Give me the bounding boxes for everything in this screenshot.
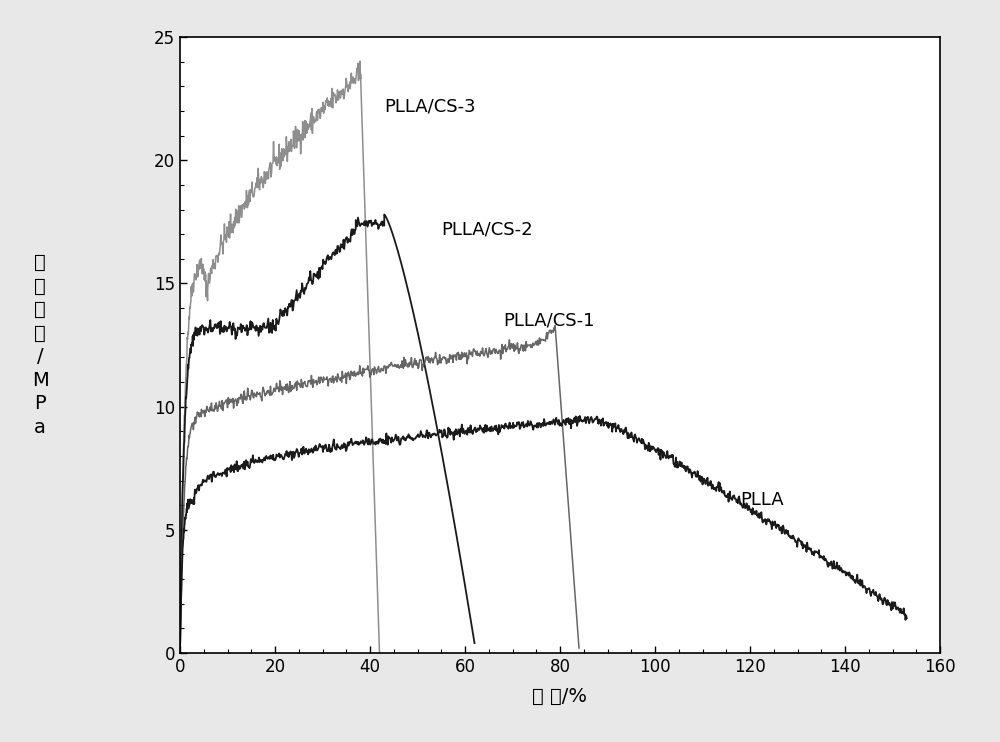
Text: PLLA: PLLA	[740, 491, 784, 509]
Text: 拉
伸
应
力
/
M
P
a: 拉 伸 应 力 / M P a	[32, 253, 48, 437]
Text: PLLA/CS-2: PLLA/CS-2	[441, 220, 533, 238]
Text: PLLA/CS-3: PLLA/CS-3	[384, 97, 476, 115]
Text: PLLA/CS-1: PLLA/CS-1	[503, 312, 594, 329]
X-axis label: 应 变/%: 应 变/%	[532, 687, 588, 706]
